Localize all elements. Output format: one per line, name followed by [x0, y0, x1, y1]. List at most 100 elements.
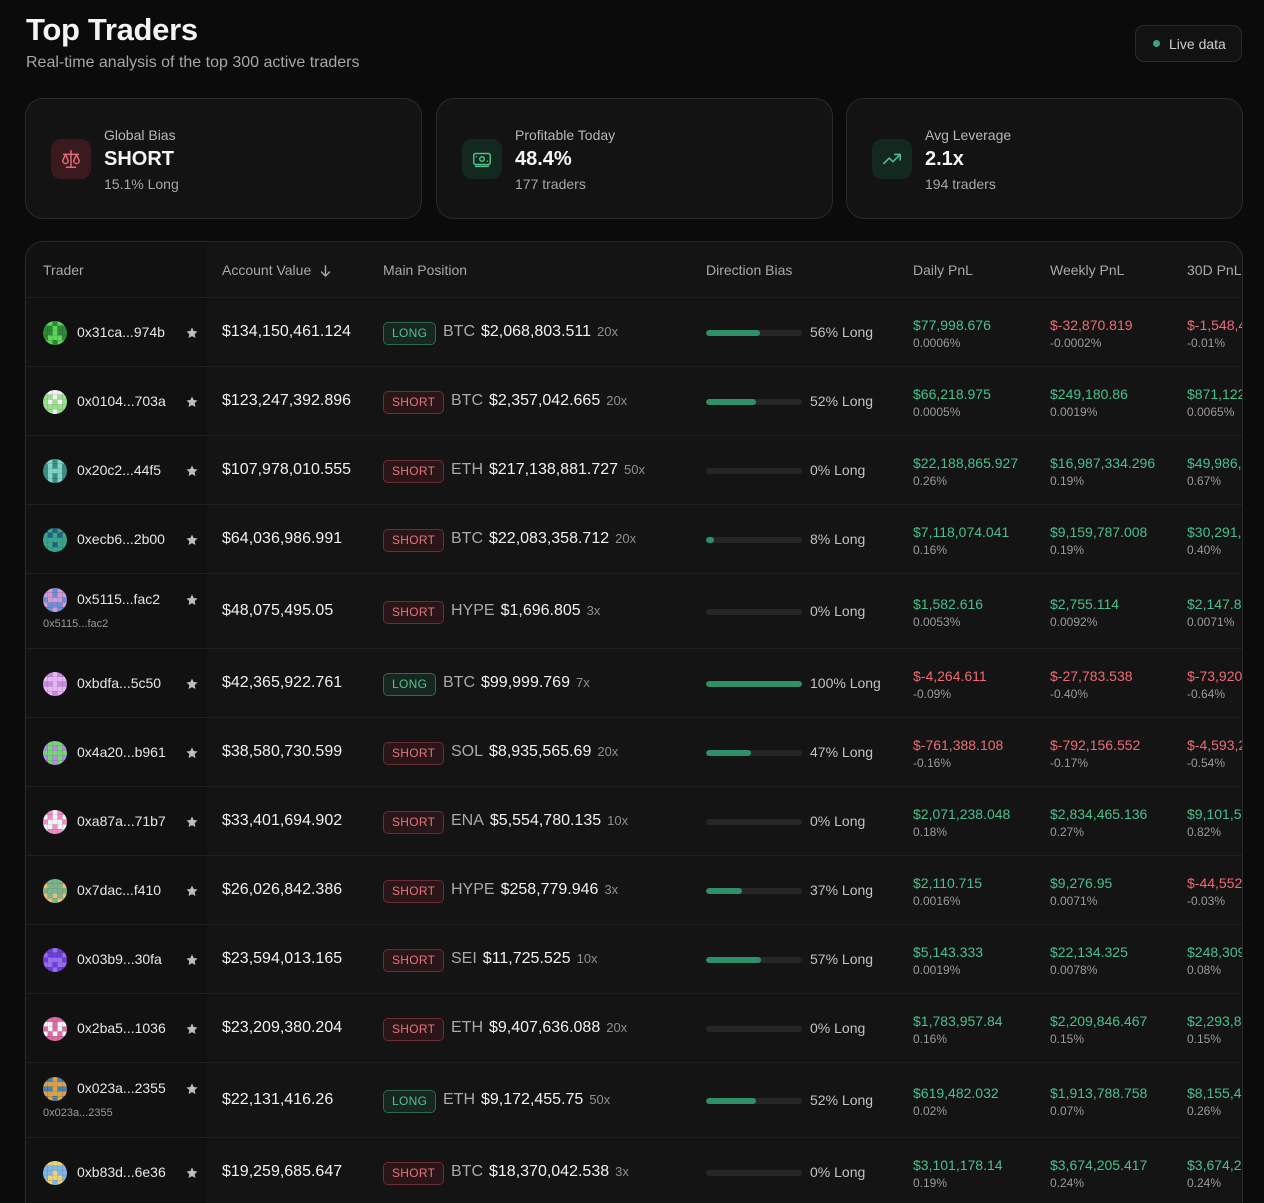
daily-pnl-percent: 0.0005%	[913, 404, 961, 419]
table-row[interactable]: 0x4a20...b961 $38,580,730.599 SHORT SOL $…	[26, 717, 1242, 786]
star-icon[interactable]	[185, 326, 199, 340]
direction-bias-label: 0% Long	[810, 461, 866, 478]
direction-bias-bar	[706, 329, 802, 336]
table-row[interactable]: 0xbdfa...5c50 $42,365,922.761 LONG BTC $9…	[26, 648, 1242, 717]
trader-address[interactable]: 0x5115...fac2	[77, 591, 161, 607]
weekly-pnl-percent: 0.0092%	[1050, 614, 1098, 629]
account-value: $123,247,392.896	[222, 391, 352, 409]
column-header-daily-pnl[interactable]: Daily PnL	[913, 262, 973, 278]
trader-address[interactable]: 0x03b9...30fa	[77, 950, 162, 967]
weekly-pnl-value: $22,134.325	[1050, 943, 1128, 960]
star-icon[interactable]	[185, 593, 199, 607]
table-row[interactable]: 0x023a...2355 0x023a...2355 $22,131,416.…	[26, 1062, 1242, 1137]
30d-pnl-percent: 0.82%	[1187, 824, 1222, 839]
star-icon[interactable]	[185, 746, 199, 760]
direction-bias-label: 0% Long	[810, 1019, 866, 1036]
trader-address[interactable]: 0x023a...2355	[77, 1080, 166, 1096]
30d-pnl-value: $2,293,8	[1187, 1012, 1242, 1029]
stat-card-global-bias: Global Bias SHORT 15.1% Long	[25, 98, 422, 219]
page-subtitle: Real-time analysis of the top 300 active…	[26, 54, 360, 71]
weekly-pnl-value: $2,834,465.136	[1050, 805, 1148, 822]
star-icon[interactable]	[185, 1082, 199, 1096]
position-asset: HYPE	[451, 601, 495, 619]
stat-value: 48.4%	[515, 148, 572, 170]
main-position: BTC $2,068,803.511 20x	[443, 323, 618, 341]
trader-address[interactable]: 0xa87a...71b7	[77, 812, 166, 829]
trader-address[interactable]: 0x20c2...44f5	[77, 461, 162, 478]
table-row[interactable]: 0x03b9...30fa $23,594,013.165 SHORT SEI $…	[26, 924, 1242, 993]
trader-address[interactable]: 0x4a20...b961	[77, 743, 166, 760]
position-amount: $258,779.946	[500, 880, 599, 898]
star-icon[interactable]	[185, 464, 199, 478]
weekly-pnl-percent: 0.0078%	[1050, 962, 1098, 977]
table-row[interactable]: 0x7dac...f410 $26,026,842.386 SHORT HYPE…	[26, 855, 1242, 924]
live-status-dot	[1153, 40, 1160, 47]
table-row[interactable]: 0xb83d...6e36 $19,259,685.647 SHORT BTC $…	[26, 1137, 1242, 1203]
star-icon[interactable]	[185, 533, 199, 547]
live-data-badge[interactable]: Live data	[1135, 25, 1242, 62]
30d-pnl-value: $248,309	[1187, 943, 1243, 960]
trader-address[interactable]: 0x7dac...f410	[77, 881, 162, 898]
avatar	[43, 588, 67, 612]
position-asset: ETH	[443, 1090, 475, 1108]
position-leverage: 20x	[615, 530, 637, 546]
column-header-direction-bias[interactable]: Direction Bias	[706, 262, 793, 278]
trader-address[interactable]: 0xbdfa...5c50	[77, 674, 162, 691]
star-icon[interactable]	[185, 815, 199, 829]
30d-pnl-value: $8,155,4	[1187, 1084, 1242, 1101]
column-header-30d-pnl[interactable]: 30D PnL	[1187, 262, 1242, 278]
30d-pnl-percent: 0.15%	[1187, 1031, 1222, 1046]
direction-bias-fill	[706, 398, 756, 405]
direction-bias-fill	[706, 680, 802, 687]
30d-pnl-value: $3,674,2	[1187, 1156, 1242, 1173]
weekly-pnl-percent: 0.19%	[1050, 473, 1085, 488]
table-row[interactable]: 0xa87a...71b7 $33,401,694.902 SHORT ENA $…	[26, 786, 1242, 855]
weekly-pnl-value: $2,755.114	[1050, 595, 1120, 612]
avatar	[43, 458, 67, 483]
direction-bias-bar	[706, 398, 802, 405]
direction-bias-bar	[706, 749, 802, 756]
daily-pnl-value: $77,998.676	[913, 316, 991, 333]
star-icon[interactable]	[185, 884, 199, 898]
table-row[interactable]: 0x31ca...974b $134,150,461.124 LONG BTC $…	[26, 297, 1242, 366]
trader-address[interactable]: 0xecb6...2b00	[77, 530, 165, 547]
direction-bias-label: 52% Long	[810, 1091, 874, 1108]
star-icon[interactable]	[185, 953, 199, 967]
direction-bias-label: 0% Long	[810, 1163, 866, 1180]
weekly-pnl-value: $2,209,846.467	[1050, 1012, 1148, 1029]
table-row[interactable]: 0x20c2...44f5 $107,978,010.555 SHORT ETH…	[26, 435, 1242, 504]
traders-table: Trader Account Value Main Position Direc…	[25, 241, 1243, 1203]
account-value: $33,401,694.902	[222, 811, 343, 829]
table-row[interactable]: 0xecb6...2b00 $64,036,986.991 SHORT BTC $…	[26, 504, 1242, 573]
direction-bias-label: 100% Long	[810, 674, 881, 691]
column-header-weekly-pnl[interactable]: Weekly PnL	[1050, 262, 1125, 278]
30d-pnl-percent: -0.54%	[1187, 755, 1226, 770]
star-icon[interactable]	[185, 677, 199, 691]
stat-label: Profitable Today	[515, 127, 616, 143]
column-header-account-value[interactable]: Account Value	[222, 262, 331, 280]
position-asset: BTC	[443, 673, 475, 691]
daily-pnl-percent: 0.18%	[913, 824, 948, 839]
position-amount: $217,138,881.727	[489, 460, 619, 478]
weekly-pnl-percent: 0.15%	[1050, 1031, 1085, 1046]
trader-address[interactable]: 0x0104...703a	[77, 392, 166, 409]
column-header-trader[interactable]: Trader	[43, 262, 84, 278]
position-asset: ENA	[451, 811, 484, 829]
direction-bias-label: 8% Long	[810, 530, 866, 547]
direction-bias-bar	[706, 818, 802, 825]
avatar	[43, 389, 67, 414]
star-icon[interactable]	[185, 395, 199, 409]
table-row[interactable]: 0x0104...703a $123,247,392.896 SHORT BTC…	[26, 366, 1242, 435]
trader-address[interactable]: 0xb83d...6e36	[77, 1163, 166, 1180]
trader-address[interactable]: 0x31ca...974b	[77, 323, 165, 340]
table-row[interactable]: 0x2ba5...1036 $23,209,380.204 SHORT ETH $…	[26, 993, 1242, 1062]
trader-address[interactable]: 0x2ba5...1036	[77, 1019, 166, 1036]
star-icon[interactable]	[185, 1022, 199, 1036]
main-position: ETH $9,172,455.75 50x	[443, 1091, 610, 1109]
column-header-main-position[interactable]: Main Position	[383, 262, 468, 278]
star-icon[interactable]	[185, 1166, 199, 1180]
weekly-pnl-percent: 0.0019%	[1050, 404, 1098, 419]
position-leverage: 20x	[597, 743, 619, 759]
table-row[interactable]: 0x5115...fac2 0x5115...fac2 $48,075,495.…	[26, 573, 1242, 648]
table-header: Trader Account Value Main Position Direc…	[26, 242, 1242, 298]
